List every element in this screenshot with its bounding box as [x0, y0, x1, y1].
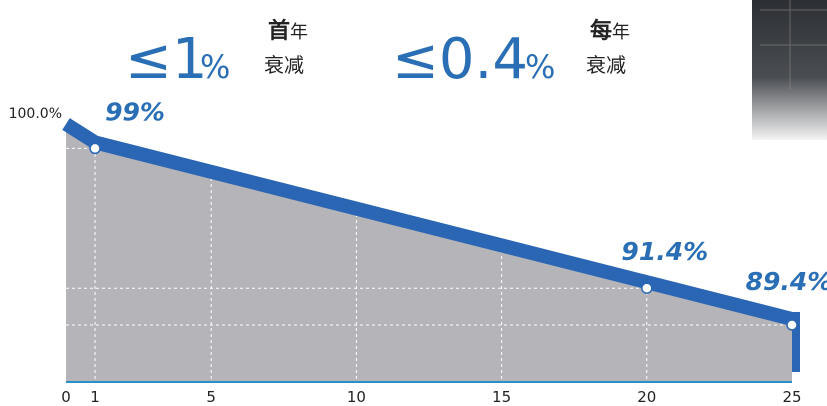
value-label: 89.4% [746, 267, 827, 296]
x-tick-label: 10 [347, 388, 366, 406]
end-cap [792, 311, 800, 372]
point [786, 319, 798, 331]
point [89, 142, 101, 155]
headline-sub: 衰减 [586, 53, 626, 77]
value-label: 91.4% [621, 237, 708, 266]
x-tick-label: 0 [61, 388, 71, 406]
headline-value: ≤1 [125, 27, 208, 92]
x-tick-label: 5 [206, 388, 216, 406]
x-tick-label: 25 [782, 388, 801, 406]
panel-grid [760, 0, 827, 90]
y-tick-label: 100.0% [9, 106, 62, 122]
headline-label: 首年 [268, 18, 308, 44]
headline-value: ≤0.4 [392, 27, 528, 92]
headline-unit: % [200, 48, 230, 86]
headline-unit: % [525, 48, 555, 86]
label-strong: 每 [590, 18, 612, 44]
value-label: 99% [105, 97, 165, 126]
x-tick-label: 15 [492, 388, 511, 406]
label-rest: 年 [612, 22, 630, 43]
headline-sub: 衰减 [264, 53, 304, 77]
label-rest: 年 [290, 22, 308, 43]
area [66, 130, 792, 382]
point [641, 282, 653, 294]
label-strong: 首 [268, 18, 290, 44]
line [62, 118, 794, 326]
headline-label: 每年 [590, 18, 630, 44]
x-tick-label: 20 [637, 388, 656, 406]
x-tick-label: 1 [90, 388, 100, 406]
